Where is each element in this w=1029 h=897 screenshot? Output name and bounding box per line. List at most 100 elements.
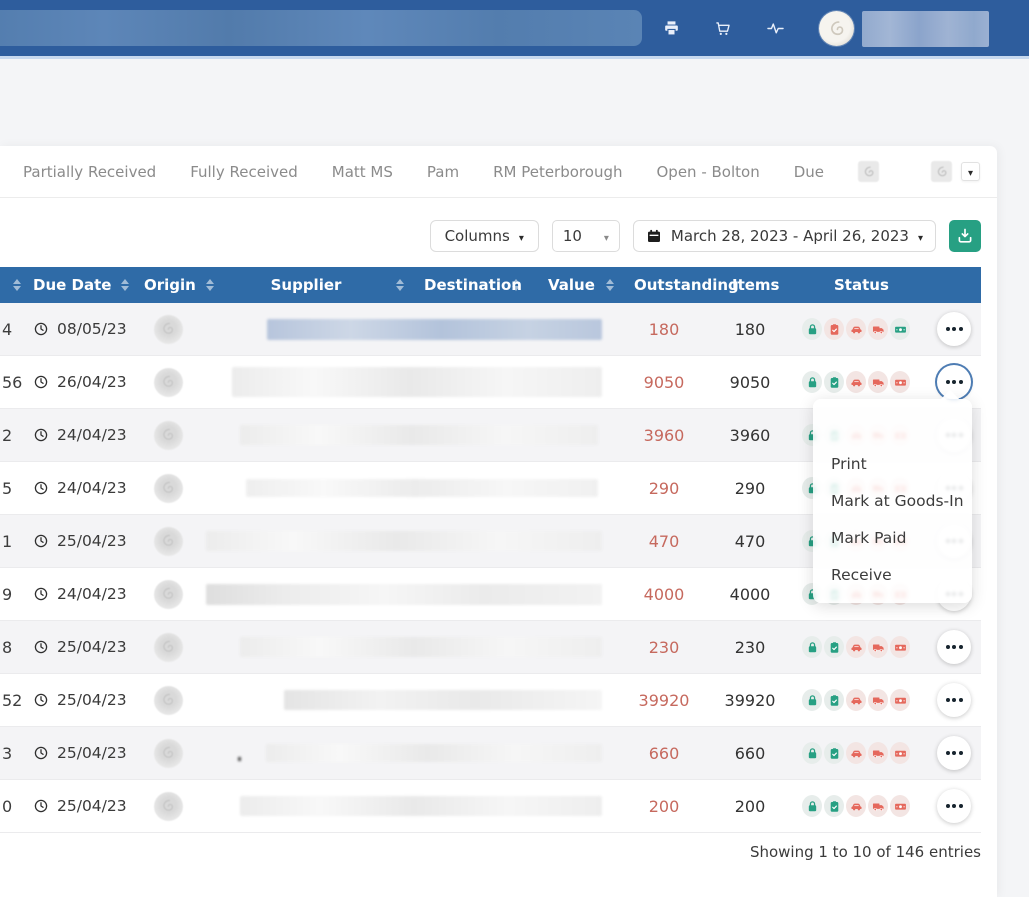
cash-icon bbox=[890, 689, 910, 711]
activity-icon[interactable] bbox=[764, 17, 786, 39]
lock-icon bbox=[802, 371, 822, 393]
po-number-fragment: 56 bbox=[2, 372, 23, 392]
header-supplier[interactable]: Supplier bbox=[206, 276, 406, 294]
table-row[interactable]: 8 25/04/23 230 230 bbox=[0, 621, 981, 674]
avatar[interactable] bbox=[819, 11, 854, 46]
chevron-down-icon bbox=[918, 227, 923, 245]
table-row[interactable]: 56 26/04/23 9050 9050 bbox=[0, 356, 981, 409]
row-actions-button[interactable] bbox=[937, 683, 971, 717]
lock-icon bbox=[802, 318, 822, 340]
status-icons bbox=[778, 318, 910, 340]
tab-fully-received[interactable]: Fully Received bbox=[190, 162, 298, 181]
header-origin[interactable]: Origin bbox=[130, 276, 214, 294]
table-row[interactable]: 0 25/04/23 200 200 bbox=[0, 780, 981, 833]
tab-rm-peterborough[interactable]: RM Peterborough bbox=[493, 162, 623, 181]
po-number-fragment: 8 bbox=[2, 637, 13, 657]
date-range-button[interactable]: March 28, 2023 - April 26, 2023 bbox=[632, 220, 936, 252]
lock-icon bbox=[802, 689, 822, 711]
clock-icon bbox=[33, 692, 49, 708]
menu-item-mark-paid[interactable]: Mark Paid bbox=[831, 528, 907, 547]
due-date: 25/04/23 bbox=[57, 744, 127, 762]
tab-pam[interactable]: Pam bbox=[426, 162, 460, 181]
table-row[interactable]: 52 25/04/23 39920 39920 bbox=[0, 674, 981, 727]
tab-open-bolton[interactable]: Open - Bolton bbox=[656, 162, 760, 181]
redacted-supplier-destination-value bbox=[240, 796, 602, 816]
cart-icon[interactable] bbox=[712, 17, 734, 39]
sort-icon[interactable] bbox=[396, 279, 404, 291]
clock-icon bbox=[33, 586, 49, 602]
header-label: Status bbox=[834, 276, 889, 294]
origin-logo bbox=[153, 791, 183, 821]
due-date: 25/04/23 bbox=[57, 532, 127, 550]
clock-icon bbox=[33, 321, 49, 337]
outstanding-value: 180 bbox=[648, 319, 680, 339]
outstanding-value: 3960 bbox=[643, 425, 685, 445]
tab-partially-received[interactable]: Partially Received bbox=[23, 162, 157, 181]
due-date: 25/04/23 bbox=[57, 691, 127, 709]
user-name-redacted[interactable] bbox=[862, 11, 989, 47]
header-value[interactable]: Value bbox=[518, 276, 614, 294]
lock-icon bbox=[802, 742, 822, 764]
sort-icon[interactable] bbox=[121, 279, 130, 291]
table-row[interactable]: 4 08/05/23 180 180 bbox=[0, 303, 981, 356]
menu-item-print[interactable]: Print bbox=[831, 454, 867, 473]
redacted-supplier-destination-value bbox=[206, 583, 602, 605]
global-search-input[interactable] bbox=[0, 10, 642, 46]
status-icons bbox=[778, 636, 910, 658]
logo-tab-icon[interactable] bbox=[931, 161, 952, 182]
po-number-fragment: 3 bbox=[2, 743, 13, 763]
sort-icon[interactable] bbox=[512, 279, 520, 291]
printer-icon[interactable] bbox=[660, 17, 682, 39]
header-label: Value bbox=[548, 276, 595, 294]
row-actions-button[interactable] bbox=[937, 736, 971, 770]
table-toolbar: Columns 10 March 28, 2023 - April 26, 20… bbox=[0, 198, 997, 258]
truck-icon bbox=[868, 636, 888, 658]
row-actions-button[interactable] bbox=[937, 312, 971, 346]
lock-icon bbox=[802, 795, 822, 817]
row-actions-menu: Print Mark at Goods-In Mark Paid Receive bbox=[813, 390, 972, 603]
calendar-icon bbox=[646, 228, 662, 244]
due-date: 25/04/23 bbox=[57, 638, 127, 656]
header-outstanding: Outstanding bbox=[602, 276, 739, 294]
menu-item-mark-at-goods-in[interactable]: Mark at Goods-In bbox=[831, 491, 964, 510]
origin-logo bbox=[153, 420, 183, 450]
header-po[interactable] bbox=[0, 279, 24, 291]
sort-icon[interactable] bbox=[606, 279, 614, 291]
table-row[interactable]: 3 25/04/23 660 660 bbox=[0, 727, 981, 780]
clipboard-check-icon bbox=[824, 636, 844, 658]
redacted-supplier-destination-value bbox=[206, 531, 602, 551]
items-value: 39920 bbox=[724, 690, 776, 710]
sort-icon[interactable] bbox=[205, 279, 214, 291]
po-number-fragment: 9 bbox=[2, 584, 13, 604]
columns-button[interactable]: Columns bbox=[429, 220, 539, 252]
logo-tab-icon[interactable] bbox=[858, 161, 879, 182]
columns-button-label: Columns bbox=[444, 227, 510, 245]
items-value: 290 bbox=[734, 478, 766, 498]
export-button[interactable] bbox=[949, 220, 981, 252]
items-value: 3960 bbox=[729, 425, 771, 445]
date-range-label: March 28, 2023 - April 26, 2023 bbox=[670, 227, 909, 245]
clock-icon bbox=[33, 533, 49, 549]
menu-item-receive[interactable]: Receive bbox=[831, 565, 892, 584]
clipboard-check-icon bbox=[824, 742, 844, 764]
sort-icon[interactable] bbox=[13, 279, 21, 291]
items-value: 9050 bbox=[729, 372, 771, 392]
clipboard-check-icon bbox=[824, 795, 844, 817]
more-tabs-button[interactable] bbox=[961, 162, 980, 181]
tab-matt-ms[interactable]: Matt MS bbox=[331, 162, 393, 181]
page-size-value: 10 bbox=[562, 227, 582, 245]
row-actions-button[interactable] bbox=[937, 630, 971, 664]
outstanding-value: 660 bbox=[648, 743, 680, 763]
header-due-date[interactable]: Due Date bbox=[24, 276, 130, 294]
page-size-select[interactable]: 10 bbox=[551, 220, 620, 252]
row-actions-button[interactable] bbox=[937, 789, 971, 823]
redacted-supplier-destination-value bbox=[232, 367, 602, 397]
header-label: Items bbox=[732, 276, 780, 294]
van-icon bbox=[846, 318, 866, 340]
outstanding-value: 4000 bbox=[643, 584, 685, 604]
header-destination[interactable]: Destination bbox=[406, 276, 522, 294]
po-number-fragment: 0 bbox=[2, 796, 13, 816]
tab-due[interactable]: Due bbox=[793, 162, 824, 181]
truck-icon bbox=[868, 742, 888, 764]
cash-icon bbox=[890, 636, 910, 658]
